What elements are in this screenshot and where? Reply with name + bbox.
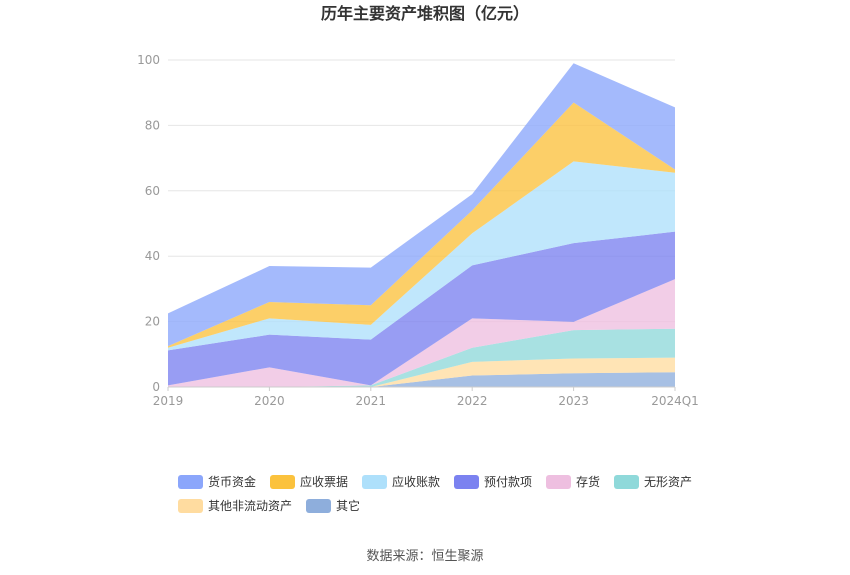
legend-swatch [178,475,203,489]
area-应收票据 [168,102,675,348]
chart-title: 历年主要资产堆积图（亿元） [321,4,529,23]
legend-swatch [178,499,203,513]
legend-item[interactable]: 预付款项 [454,475,532,489]
legend-label: 应收账款 [392,474,440,489]
x-tick-label: 2022 [457,394,488,408]
legend-swatch [362,475,387,489]
y-tick-label: 40 [145,249,160,263]
legend-label: 货币资金 [208,474,256,489]
area-存货 [168,279,675,387]
legend-label: 其它 [336,498,360,513]
y-tick-label: 100 [137,53,160,67]
legend-label: 存货 [576,474,600,489]
legend-swatch [270,475,295,489]
area-series [168,63,675,387]
x-tick-label: 2020 [254,394,285,408]
y-tick-label: 20 [145,315,160,329]
y-tick-label: 0 [152,380,160,394]
x-tick-label: 2019 [153,394,184,408]
legend-label: 预付款项 [484,475,532,489]
legend-swatch [614,475,639,489]
data-source: 数据来源：恒生聚源 [366,549,483,564]
legend-swatch [306,499,331,513]
legend-item[interactable]: 其它 [306,498,360,513]
area-其它 [168,372,675,387]
legend-item[interactable]: 应收账款 [362,474,440,489]
legend-swatch [546,475,571,489]
x-tick-label: 2023 [558,394,589,408]
y-tick-label: 80 [145,118,160,132]
legend-label: 无形资产 [644,475,692,489]
x-tick-label: 2024Q1 [651,394,699,408]
area-预付款项 [168,231,675,386]
legend-swatch [454,475,479,489]
legend-label: 应收票据 [300,474,348,489]
area-货币资金 [168,63,675,347]
area-无形资产 [168,328,675,387]
legend-item[interactable]: 存货 [546,474,600,489]
legend-item[interactable]: 无形资产 [614,475,692,489]
y-tick-label: 60 [145,184,160,198]
area-应收账款 [168,161,675,351]
axes: 0 20 40 60 80 100 2019 2020 2021 2022 2023 2024Q1 [137,53,699,408]
legend-item[interactable]: 货币资金 [178,474,256,489]
x-tick-label: 2021 [356,394,387,408]
legend-item[interactable]: 其他非流动资产 [178,499,292,513]
legend-item[interactable]: 应收票据 [270,474,348,489]
legend-label: 其他非流动资产 [208,499,292,513]
area-其他非流动资产 [168,357,675,387]
